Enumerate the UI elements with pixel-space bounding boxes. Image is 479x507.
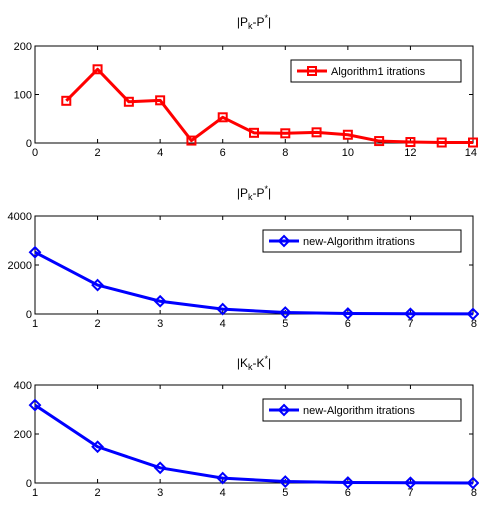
legend-box (290, 59, 462, 83)
x-tick-label: 4 (220, 487, 226, 499)
data-point (216, 302, 230, 316)
data-point (91, 278, 104, 292)
x-tick-label: 12 (404, 147, 416, 159)
legend: Algorithm1 itrations (290, 59, 462, 83)
x-tick-label: 4 (157, 147, 163, 159)
data-point (123, 96, 134, 107)
data-point (28, 245, 42, 259)
data-point (92, 64, 103, 75)
x-tick-label: 10 (342, 147, 354, 159)
data-point (405, 137, 416, 148)
x-tick-label: 2 (95, 487, 101, 499)
data-point (278, 306, 292, 319)
y-tick-label: 200 (14, 429, 32, 441)
x-tick-label: 8 (471, 487, 477, 499)
chart-title: |Kk-K*| (237, 354, 271, 372)
x-tick-label: 14 (465, 147, 477, 159)
data-point (466, 476, 479, 490)
data-point (468, 137, 478, 148)
legend-label: new-Algorithm itrations (303, 405, 415, 417)
data-point (217, 112, 228, 123)
x-tick-label: 2 (95, 318, 101, 330)
data-point (342, 129, 353, 140)
data-point (153, 461, 167, 475)
x-tick-label: 5 (282, 487, 288, 499)
legend-box (262, 229, 462, 253)
x-tick-label: 0 (32, 147, 38, 159)
data-point (28, 398, 42, 412)
y-tick-label: 0 (26, 478, 32, 490)
x-tick-label: 1 (32, 487, 38, 499)
x-tick-label: 5 (282, 318, 288, 330)
data-point (153, 294, 167, 308)
y-tick-label: 4000 (8, 211, 32, 223)
legend: new-Algorithm itrations (262, 229, 462, 253)
x-tick-label: 6 (345, 487, 351, 499)
chart-1: |Pk-P*| 0 2 4 6 8 10 12 14 0 100 200 Algorithm1 itra… (14, 13, 478, 159)
x-tick-label: 2 (95, 147, 101, 159)
data-point (216, 471, 230, 485)
data-point (155, 95, 166, 106)
chart-2: |Pk-P*| 1 2 3 4 5 6 7 8 0 2000 4000 new-Algorithm it… (8, 184, 479, 330)
data-point (404, 476, 417, 490)
y-tick-label: 2000 (8, 260, 32, 272)
series-line (65, 67, 473, 145)
x-tick-label: 1 (32, 318, 38, 330)
y-tick-label: 0 (26, 309, 32, 321)
legend-label: new-Algorithm itrations (303, 236, 415, 248)
data-point (404, 307, 417, 321)
chart-title: |Pk-P*| (237, 184, 271, 202)
chart-title: |Pk-P*| (237, 13, 271, 31)
chart-3: |Kk-K*| 1 2 3 4 5 6 7 8 0 200 400 new-Algorithm itra… (14, 354, 479, 499)
data-point (374, 136, 385, 147)
legend-marker (277, 234, 291, 248)
x-tick-label: 6 (220, 147, 226, 159)
data-point (311, 127, 322, 138)
data-point (91, 440, 104, 454)
data-point (278, 475, 292, 488)
y-tick-label: 100 (14, 90, 32, 102)
y-tick-label: 200 (14, 41, 32, 53)
series-line (34, 403, 474, 485)
legend-marker (307, 66, 317, 76)
data-point (249, 127, 259, 138)
x-tick-label: 8 (471, 318, 477, 330)
legend-box (262, 398, 462, 422)
x-tick-label: 4 (220, 318, 226, 330)
legend: new-Algorithm itrations (262, 398, 462, 422)
legend-label: Algorithm1 itrations (331, 66, 426, 78)
data-point (466, 307, 479, 321)
data-point (341, 476, 355, 489)
x-tick-label: 3 (157, 318, 163, 330)
y-tick-label: 0 (26, 138, 32, 150)
data-point (341, 307, 355, 320)
x-tick-label: 8 (282, 147, 288, 159)
y-tick-label: 400 (14, 380, 32, 392)
x-tick-label: 7 (407, 318, 413, 330)
x-tick-label: 7 (407, 487, 413, 499)
x-tick-label: 6 (345, 318, 351, 330)
data-point (61, 95, 72, 106)
data-point (436, 137, 447, 148)
data-point (280, 128, 291, 139)
data-point (186, 135, 197, 146)
legend-marker (277, 403, 291, 417)
series-line (34, 250, 474, 316)
x-tick-label: 3 (157, 487, 163, 499)
